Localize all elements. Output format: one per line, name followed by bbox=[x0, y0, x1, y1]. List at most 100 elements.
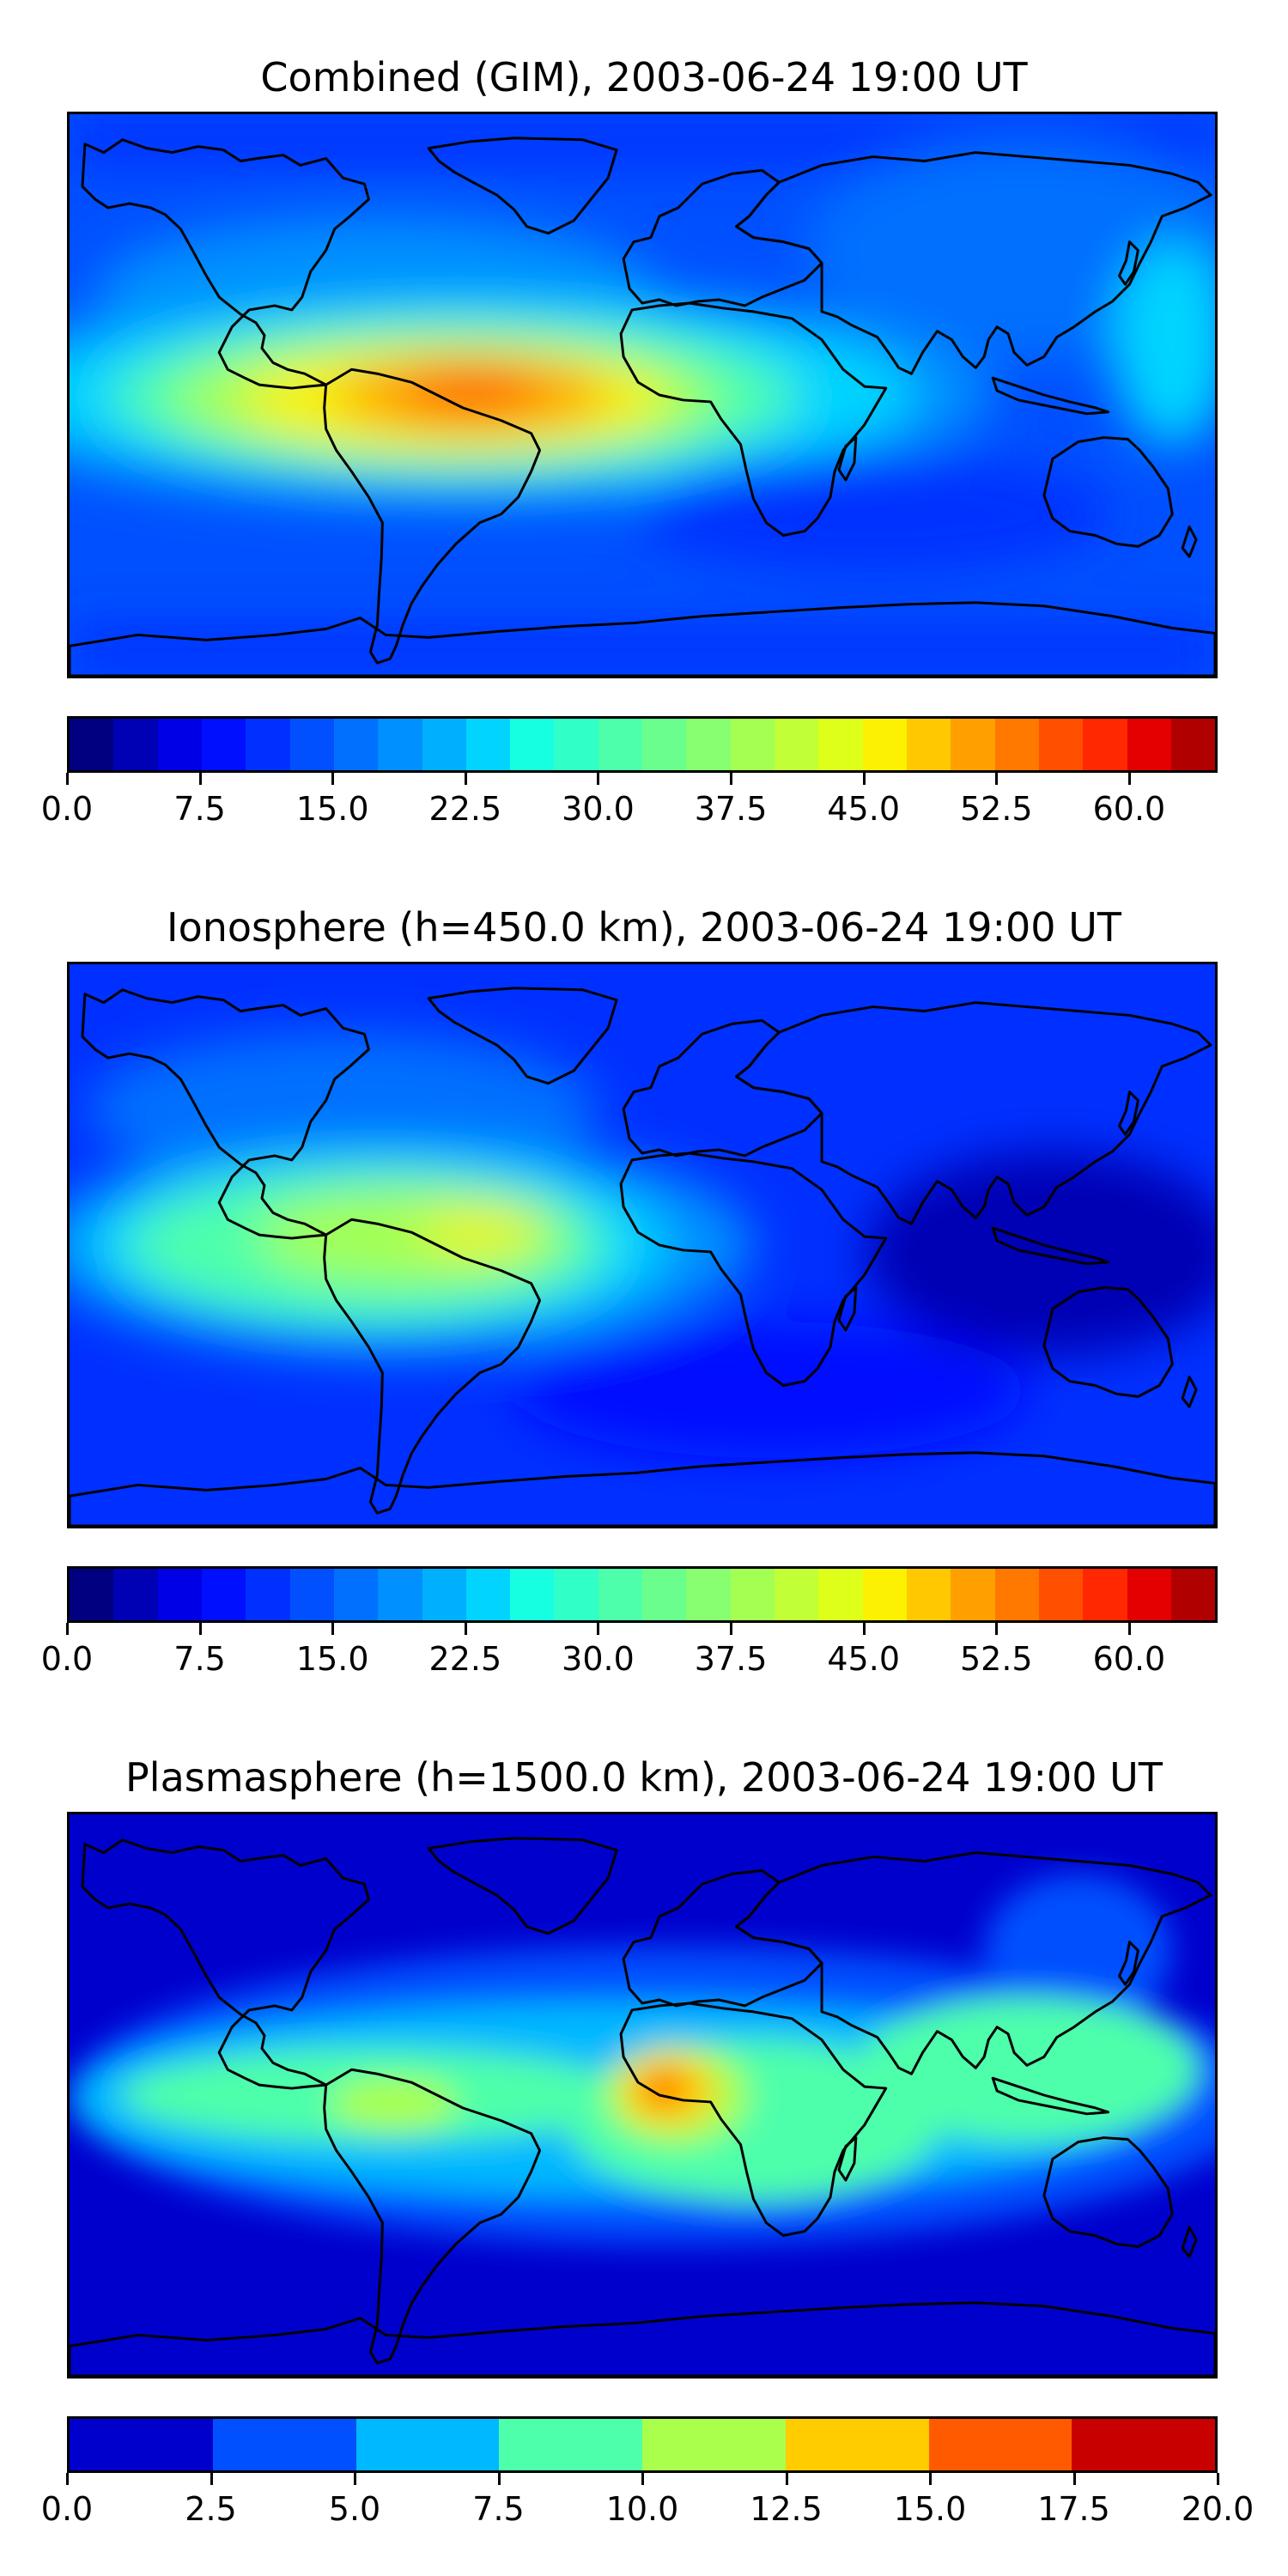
colorbar-tick-label: 7.5 bbox=[173, 790, 226, 828]
colorbar-tick-mark bbox=[331, 773, 335, 785]
colorbar-segment bbox=[1127, 1569, 1171, 1620]
colorbar-segment bbox=[730, 719, 775, 770]
colorbar-segment bbox=[951, 719, 995, 770]
colorbar-segment bbox=[994, 1569, 1039, 1620]
colorbar-segment bbox=[951, 1569, 995, 1620]
colorbar-tick-mark bbox=[331, 1623, 335, 1635]
colorbar-tick-mark bbox=[464, 1623, 467, 1635]
colorbar-segment bbox=[862, 1569, 907, 1620]
colorbar-segment bbox=[289, 719, 334, 770]
map-combined bbox=[67, 112, 1218, 678]
colorbar-tick-mark bbox=[198, 773, 202, 785]
colorbar-segment bbox=[422, 719, 466, 770]
colorbar-segment bbox=[1170, 1569, 1215, 1620]
colorbar-segment bbox=[994, 719, 1039, 770]
colorbar-segment bbox=[1072, 2419, 1215, 2470]
colorbar-segment bbox=[422, 1569, 466, 1620]
colorbar-segment bbox=[554, 1569, 598, 1620]
colorbar-tick-label: 10.0 bbox=[605, 2490, 679, 2528]
colorbar-segment bbox=[378, 1569, 422, 1620]
colorbar-segment bbox=[201, 719, 246, 770]
tec-field-combined bbox=[70, 114, 1215, 676]
colorbar-tick-label: 52.5 bbox=[959, 1640, 1033, 1678]
colorbar-tick-label: 52.5 bbox=[959, 790, 1033, 828]
colorbar-tick-mark bbox=[66, 2473, 69, 2485]
colorbar-segment bbox=[598, 1569, 643, 1620]
colorbar-tick-mark bbox=[995, 1623, 999, 1635]
colorbar-segment bbox=[818, 719, 863, 770]
colorbar-segment bbox=[642, 2419, 786, 2470]
colorbar-combined bbox=[67, 716, 1218, 773]
colorbar-tick-mark bbox=[66, 773, 69, 785]
colorbar-tick-mark bbox=[210, 2473, 213, 2485]
colorbar-segment bbox=[785, 2419, 929, 2470]
colorbar-segment bbox=[113, 719, 158, 770]
colorbar-tick-mark bbox=[1217, 2473, 1219, 2485]
colorbar-tick-label: 7.5 bbox=[173, 1640, 226, 1678]
colorbar-tick-label: 37.5 bbox=[694, 790, 768, 828]
colorbar-segment bbox=[598, 719, 643, 770]
colorbar-tick-mark bbox=[198, 1623, 202, 1635]
colorbar-segment bbox=[906, 1569, 951, 1620]
panel-title-ionosphere: Ionosphere (h=450.0 km), 2003-06-24 19:0… bbox=[167, 904, 1121, 951]
colorbar-segment bbox=[642, 1569, 687, 1620]
tec-field-plasmasphere bbox=[70, 1874, 1215, 2245]
panel-title-combined: Combined (GIM), 2003-06-24 19:00 UT bbox=[260, 54, 1028, 100]
colorbar-tick-mark bbox=[785, 2473, 788, 2485]
colorbar-segment bbox=[70, 719, 114, 770]
colorbar-tick-label: 15.0 bbox=[893, 2490, 967, 2528]
colorbar-segment bbox=[465, 1569, 511, 1620]
colorbar-segment bbox=[246, 1569, 290, 1620]
colorbar-tick-mark bbox=[1072, 2473, 1076, 2485]
colorbar-tick-label: 45.0 bbox=[827, 790, 900, 828]
colorbar-segment bbox=[1038, 1569, 1084, 1620]
colorbar-tick-mark bbox=[1127, 773, 1131, 785]
colorbar-segment bbox=[246, 719, 290, 770]
colorbar-tick-mark bbox=[862, 773, 866, 785]
colorbar-segment bbox=[642, 719, 687, 770]
colorbar-tick-mark bbox=[597, 773, 600, 785]
colorbar-segment bbox=[113, 1569, 158, 1620]
colorbar-segment bbox=[499, 2419, 642, 2470]
colorbar-tick-label: 22.5 bbox=[428, 1640, 502, 1678]
colorbar-segment bbox=[1127, 719, 1171, 770]
colorbar-segment bbox=[1170, 719, 1215, 770]
colorbar-tick-label: 15.0 bbox=[295, 1640, 369, 1678]
colorbar-plasmasphere bbox=[67, 2416, 1218, 2473]
map-plasmasphere bbox=[67, 1812, 1218, 2379]
colorbar-tick-mark bbox=[730, 773, 733, 785]
colorbar-tick-mark bbox=[995, 773, 999, 785]
colorbar-segment bbox=[928, 2419, 1072, 2470]
colorbar-tick-label: 45.0 bbox=[827, 1640, 900, 1678]
colorbar-segment bbox=[1083, 1569, 1127, 1620]
colorbar-ticks-ionosphere: 0.0 7.5 15.0 22.5 30.0 37.5 45.0 52.5 60.0 bbox=[41, 1623, 1218, 1678]
colorbar-ticks-plasmasphere: 0.0 2.5 5.0 7.5 10.0 12.5 15.0 17.5 20.0 bbox=[41, 2473, 1254, 2528]
colorbar-ticks-combined: 0.0 7.5 15.0 22.5 30.0 37.5 45.0 52.5 60.0 bbox=[41, 773, 1218, 828]
colorbar-segment bbox=[730, 1569, 775, 1620]
colorbar-ionosphere bbox=[67, 1566, 1218, 1623]
colorbar-tick-label: 0.0 bbox=[40, 790, 94, 828]
colorbar-segment bbox=[201, 1569, 246, 1620]
colorbar-tick-label: 22.5 bbox=[428, 790, 502, 828]
colorbar-tick-label: 0.0 bbox=[40, 1640, 94, 1678]
colorbar-segment bbox=[70, 1569, 114, 1620]
colorbar-segment bbox=[333, 719, 379, 770]
colorbar-segment bbox=[157, 1569, 202, 1620]
colorbar-segment bbox=[70, 2419, 213, 2470]
colorbar-segment bbox=[862, 719, 907, 770]
colorbar-tick-mark bbox=[464, 773, 467, 785]
panel-title-plasmasphere: Plasmasphere (h=1500.0 km), 2003-06-24 1… bbox=[125, 1754, 1163, 1801]
colorbar-segment bbox=[906, 719, 951, 770]
colorbar-segment bbox=[289, 1569, 334, 1620]
colorbar-segment bbox=[775, 719, 819, 770]
colorbar-segment bbox=[510, 719, 555, 770]
colorbar-tick-mark bbox=[641, 2473, 644, 2485]
colorbar-tick-label: 20.0 bbox=[1181, 2490, 1255, 2528]
colorbar-tick-mark bbox=[66, 1623, 69, 1635]
colorbar-tick-label: 12.5 bbox=[750, 2490, 823, 2528]
colorbar-tick-label: 7.5 bbox=[472, 2490, 525, 2528]
colorbar-segment bbox=[686, 719, 731, 770]
colorbar-segment bbox=[378, 719, 422, 770]
colorbar-tick-label: 30.0 bbox=[562, 790, 635, 828]
map-ionosphere bbox=[67, 962, 1218, 1528]
